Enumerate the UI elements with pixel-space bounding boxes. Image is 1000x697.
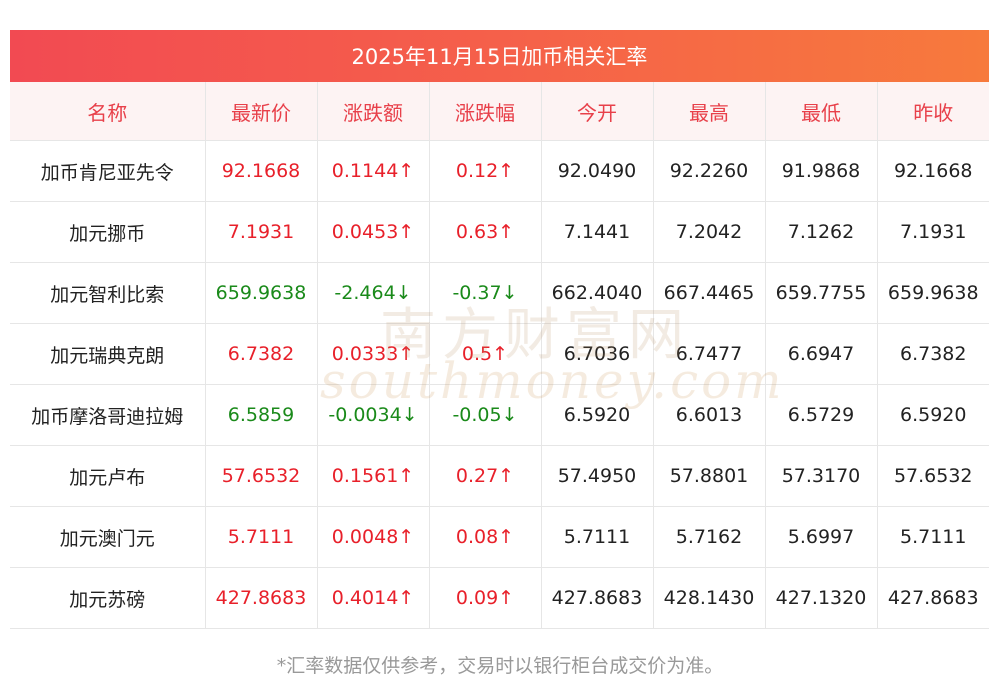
table-row: 加元挪币 7.1931 0.0453↑ 0.63↑ 7.1441 7.2042 …	[10, 201, 989, 263]
table-row: 加币肯尼亚先令 92.1668 0.1144↑ 0.12↑ 92.0490 92…	[10, 140, 989, 202]
cell-low: 5.6997	[765, 506, 878, 568]
cell-change-pct: 0.27↑	[429, 445, 542, 507]
cell-open: 5.7111	[541, 506, 654, 568]
cell-high: 5.7162	[653, 506, 766, 568]
cell-change: 0.0453↑	[317, 201, 430, 263]
cell-latest: 5.7111	[205, 506, 318, 568]
cell-change: 0.1561↑	[317, 445, 430, 507]
cell-high: 667.4465	[653, 262, 766, 324]
cell-name: 加元智利比索	[10, 262, 206, 324]
cell-open: 662.4040	[541, 262, 654, 324]
header-change: 涨跌额	[317, 82, 430, 141]
header-name: 名称	[10, 82, 206, 141]
table-row: 加元卢布 57.6532 0.1561↑ 0.27↑ 57.4950 57.88…	[10, 445, 989, 507]
cell-change-pct: 0.08↑	[429, 506, 542, 568]
cell-prev-close: 659.9638	[877, 262, 989, 324]
cell-prev-close: 57.6532	[877, 445, 989, 507]
cell-name: 加元澳门元	[10, 506, 206, 568]
table-row: 加元苏磅 427.8683 0.4014↑ 0.09↑ 427.8683 428…	[10, 567, 989, 629]
header-change-pct: 涨跌幅	[429, 82, 542, 141]
cell-latest: 92.1668	[205, 140, 318, 202]
cell-low: 427.1320	[765, 567, 878, 629]
cell-name: 加币摩洛哥迪拉姆	[10, 384, 206, 446]
cell-change: -0.0034↓	[317, 384, 430, 446]
cell-name: 加元挪币	[10, 201, 206, 263]
cell-latest: 6.5859	[205, 384, 318, 446]
cell-high: 6.7477	[653, 323, 766, 385]
cell-latest: 6.7382	[205, 323, 318, 385]
table-row: 加元瑞典克朗 6.7382 0.0333↑ 0.5↑ 6.7036 6.7477…	[10, 323, 989, 385]
cell-name: 加元苏磅	[10, 567, 206, 629]
cell-change-pct: 0.5↑	[429, 323, 542, 385]
cell-prev-close: 427.8683	[877, 567, 989, 629]
table-row: 加元智利比索 659.9638 -2.464↓ -0.37↓ 662.4040 …	[10, 262, 989, 324]
cell-change-pct: 0.63↑	[429, 201, 542, 263]
cell-high: 57.8801	[653, 445, 766, 507]
cell-high: 428.1430	[653, 567, 766, 629]
cell-open: 7.1441	[541, 201, 654, 263]
header-latest: 最新价	[205, 82, 318, 141]
cell-name: 加元卢布	[10, 445, 206, 507]
rates-table: 名称 最新价 涨跌额 涨跌幅 今开 最高 最低 昨收 加币肯尼亚先令 92.16…	[10, 82, 989, 629]
table-title: 2025年11月15日加币相关汇率	[10, 30, 989, 82]
cell-prev-close: 5.7111	[877, 506, 989, 568]
cell-low: 57.3170	[765, 445, 878, 507]
table-row: 加元澳门元 5.7111 0.0048↑ 0.08↑ 5.7111 5.7162…	[10, 506, 989, 568]
cell-change: -2.464↓	[317, 262, 430, 324]
cell-low: 7.1262	[765, 201, 878, 263]
cell-low: 6.5729	[765, 384, 878, 446]
cell-prev-close: 7.1931	[877, 201, 989, 263]
cell-change-pct: 0.09↑	[429, 567, 542, 629]
cell-low: 91.9868	[765, 140, 878, 202]
cell-prev-close: 6.5920	[877, 384, 989, 446]
cell-open: 6.5920	[541, 384, 654, 446]
cell-change: 0.0333↑	[317, 323, 430, 385]
header-low: 最低	[765, 82, 878, 141]
cell-latest: 7.1931	[205, 201, 318, 263]
header-high: 最高	[653, 82, 766, 141]
rates-panel: 2025年11月15日加币相关汇率 名称 最新价 涨跌额 涨跌幅 今开 最高 最…	[10, 30, 989, 629]
cell-change: 0.0048↑	[317, 506, 430, 568]
header-open: 今开	[541, 82, 654, 141]
cell-latest: 427.8683	[205, 567, 318, 629]
cell-open: 92.0490	[541, 140, 654, 202]
cell-low: 6.6947	[765, 323, 878, 385]
cell-name: 加币肯尼亚先令	[10, 140, 206, 202]
table-row: 加币摩洛哥迪拉姆 6.5859 -0.0034↓ -0.05↓ 6.5920 6…	[10, 384, 989, 446]
cell-change-pct: -0.37↓	[429, 262, 542, 324]
cell-change-pct: 0.12↑	[429, 140, 542, 202]
header-row: 名称 最新价 涨跌额 涨跌幅 今开 最高 最低 昨收	[10, 82, 989, 141]
cell-high: 6.6013	[653, 384, 766, 446]
cell-open: 427.8683	[541, 567, 654, 629]
cell-high: 92.2260	[653, 140, 766, 202]
cell-change: 0.4014↑	[317, 567, 430, 629]
cell-prev-close: 6.7382	[877, 323, 989, 385]
cell-prev-close: 92.1668	[877, 140, 989, 202]
disclaimer-footnote: *汇率数据仅供参考，交易时以银行柜台成交价为准。	[276, 655, 724, 677]
cell-latest: 57.6532	[205, 445, 318, 507]
cell-latest: 659.9638	[205, 262, 318, 324]
cell-low: 659.7755	[765, 262, 878, 324]
cell-open: 6.7036	[541, 323, 654, 385]
cell-name: 加元瑞典克朗	[10, 323, 206, 385]
cell-high: 7.2042	[653, 201, 766, 263]
cell-open: 57.4950	[541, 445, 654, 507]
cell-change-pct: -0.05↓	[429, 384, 542, 446]
cell-change: 0.1144↑	[317, 140, 430, 202]
header-prev-close: 昨收	[877, 82, 989, 141]
